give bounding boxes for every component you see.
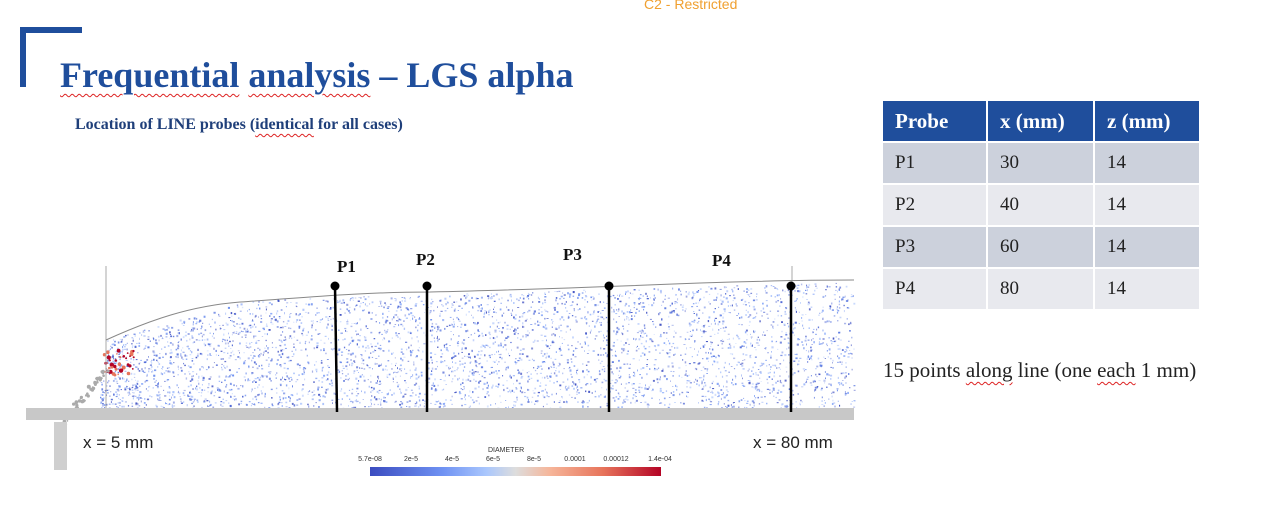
colorbar-tick: 2e-5 [403,456,419,463]
probe-marker-p1 [330,281,340,291]
probe-marker-p3 [604,281,614,291]
table-cell: P1 [883,143,986,183]
table-cell: 30 [988,143,1093,183]
table-header-row: Probe x (mm) z (mm) [883,101,1199,141]
probe-line-p1 [333,285,339,413]
probe-label-p2: P2 [416,250,435,269]
slide-title: Frequential analysis – LGS alpha [60,54,573,96]
colorbar-gradient [370,467,661,476]
note-word-each: each [1097,358,1136,382]
simulation-view [26,266,856,470]
table-row: P2 40 14 [883,185,1199,225]
corner-bracket-decoration [20,27,82,87]
table-cell: P3 [883,227,986,267]
table-cell: 14 [1095,227,1199,267]
table-header-probe: Probe [883,101,986,141]
x-start-label: x = 5 mm [83,433,154,452]
table-cell: 14 [1095,185,1199,225]
subtitle-word-identical: identical [255,116,314,133]
colorbar-title: DIAMETER [488,447,525,454]
note-word-along: along [965,358,1013,382]
table-header-x: x (mm) [988,101,1093,141]
table-cell: 14 [1095,269,1199,309]
table-row: P1 30 14 [883,143,1199,183]
particle-cloud [62,282,856,426]
colorbar-tick: 4e-5 [444,456,460,463]
title-rest: – LGS alpha [370,55,574,95]
probe-marker-p2 [422,281,432,291]
title-word-frequential: Frequential [60,55,240,95]
colorbar-tick: 0.0001 [564,456,586,463]
table-row: P4 80 14 [883,269,1199,309]
colorbar-tick: 0.00012 [603,456,629,463]
table-cell: P4 [883,269,986,309]
probe-marker-p4 [786,281,796,291]
table-header-z: z (mm) [1095,101,1199,141]
probe-label-p4: P4 [712,251,731,270]
x-end-label: x = 80 mm [753,433,833,452]
liquid-surface-line [105,279,855,341]
injector-pipe [54,422,67,470]
colorbar-tick: 8e-5 [526,456,542,463]
table-row: P3 60 14 [883,227,1199,267]
colorbar-tick: 5.7e-08 [358,456,382,463]
classification-label: C2 - Restricted [644,0,738,12]
table-cell: P2 [883,185,986,225]
colorbar-tick: 6e-5 [485,456,501,463]
probe-table: Probe x (mm) z (mm) P1 30 14 P2 40 14 P3… [881,99,1201,311]
table-cell: 80 [988,269,1093,309]
slide-subtitle: Location of LINE probes (identical for a… [75,116,403,133]
probe-label-p3: P3 [563,245,582,264]
probe-label-p1: P1 [337,257,356,276]
table-cell: 60 [988,227,1093,267]
wall-floor [26,408,854,420]
sampling-note: 15 points along line (one each 1 mm) [883,358,1197,382]
table-cell: 14 [1095,143,1199,183]
title-word-analysis: analysis [248,55,371,95]
probe-lines [330,281,796,413]
table-cell: 40 [988,185,1093,225]
colorbar-tick: 1.4e-04 [648,456,672,463]
